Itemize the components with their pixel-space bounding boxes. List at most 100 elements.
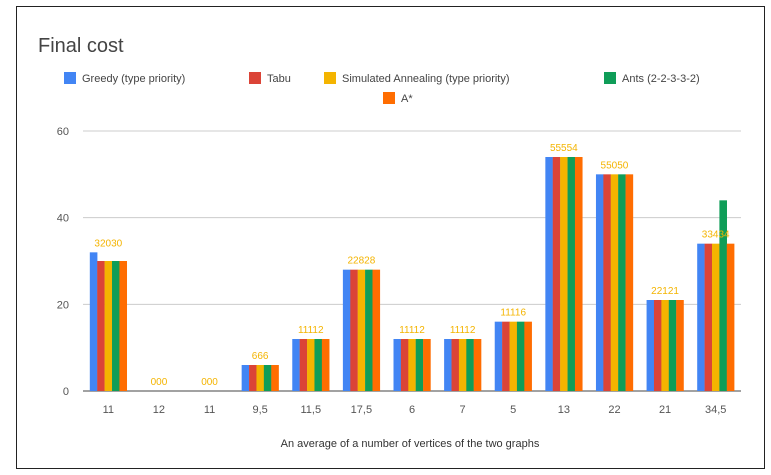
bar — [653, 300, 662, 391]
bar — [545, 157, 553, 391]
legend-swatch — [324, 72, 336, 84]
bars — [89, 157, 735, 391]
bar — [704, 243, 713, 391]
x-axis-label: An average of a number of vertices of th… — [281, 438, 540, 450]
bar — [668, 300, 677, 391]
data-label: 22121 — [651, 286, 679, 297]
x-axis-ticks: 11 12 11 9,5 11,5 17,5 6 7 5 13 22 21 34,5 — [103, 404, 727, 416]
data-label: 000 — [201, 377, 218, 388]
data-label: 33434 — [702, 230, 730, 241]
bar — [726, 243, 735, 391]
data-label: 32030 — [94, 238, 122, 249]
chart-frame: Final cost Greedy (type priority) Tabu Sim… — [16, 6, 765, 469]
y-tick-label: 20 — [57, 299, 69, 311]
y-tick-label: 0 — [63, 386, 69, 398]
bar — [661, 300, 669, 391]
bar — [112, 261, 120, 391]
bar-chart: Final cost Greedy (type priority) Tabu Sim… — [38, 35, 741, 450]
bar — [625, 174, 634, 391]
bar — [560, 157, 568, 391]
data-label: 000 — [151, 377, 168, 388]
bar — [567, 157, 576, 391]
x-tick-label: 22 — [608, 404, 620, 416]
bar — [574, 157, 583, 391]
x-tick-label: 11,5 — [300, 404, 321, 416]
x-tick-label: 9,5 — [253, 404, 268, 416]
bar — [271, 365, 279, 391]
legend-label: Simulated Annealing (type priority) — [342, 73, 510, 85]
x-tick-label: 7 — [460, 404, 466, 416]
x-tick-label: 21 — [659, 404, 671, 416]
bar — [372, 269, 381, 391]
legend-label: Ants (2-2-3-3-2) — [622, 73, 700, 85]
bar — [292, 339, 300, 391]
bar — [307, 339, 315, 391]
bar — [415, 339, 424, 391]
x-tick-label: 13 — [558, 404, 570, 416]
x-tick-label: 5 — [510, 404, 516, 416]
bar — [400, 339, 409, 391]
x-tick-label: 11 — [103, 404, 114, 416]
y-tick-label: 60 — [57, 126, 69, 138]
data-label: 11112 — [298, 325, 324, 336]
bar — [104, 261, 113, 391]
bar — [697, 243, 705, 391]
bar — [494, 321, 503, 391]
bar — [466, 339, 474, 391]
bar — [473, 339, 482, 391]
x-tick-label: 11 — [204, 404, 215, 416]
bar — [256, 365, 265, 391]
bar — [263, 365, 272, 391]
data-label: 666 — [252, 351, 269, 362]
bar — [646, 300, 655, 391]
bar — [89, 252, 98, 391]
x-tick-label: 6 — [409, 404, 415, 416]
bar — [610, 174, 619, 391]
bar — [342, 269, 351, 391]
data-label: 55554 — [550, 143, 578, 154]
legend-swatch — [64, 72, 76, 84]
chart-title: Final cost — [38, 35, 124, 57]
legend-label: Greedy (type priority) — [82, 73, 185, 85]
data-label: 11112 — [399, 325, 425, 336]
data-label: 11116 — [500, 308, 526, 319]
data-label: 55050 — [601, 160, 629, 171]
bar — [408, 339, 416, 391]
bar — [241, 365, 250, 391]
bar — [119, 261, 128, 391]
bar — [618, 174, 626, 391]
legend-swatch — [604, 72, 616, 84]
data-label: 22828 — [347, 256, 375, 267]
bar — [552, 157, 561, 391]
bar — [299, 339, 308, 391]
bar — [719, 200, 727, 391]
bar — [350, 269, 358, 391]
bar — [595, 174, 604, 391]
x-tick-label: 12 — [153, 404, 165, 416]
bar — [603, 174, 611, 391]
legend-label: Tabu — [267, 73, 291, 85]
bar — [711, 243, 720, 391]
bar — [444, 339, 452, 391]
bar — [249, 365, 257, 391]
bar — [357, 269, 366, 391]
bar — [509, 321, 518, 391]
bar — [314, 339, 323, 391]
y-tick-label: 40 — [57, 213, 69, 225]
bar — [524, 321, 532, 391]
bar — [321, 339, 330, 391]
bar — [676, 300, 684, 391]
bar — [451, 339, 460, 391]
legend: Greedy (type priority) Tabu Simulated Anne… — [64, 72, 700, 105]
legend-swatch — [383, 92, 395, 104]
x-tick-label: 17,5 — [351, 404, 372, 416]
data-label: 11112 — [450, 325, 476, 336]
bar — [458, 339, 467, 391]
bar — [502, 321, 510, 391]
bar — [97, 261, 105, 391]
legend-swatch — [249, 72, 261, 84]
legend-label: A* — [401, 93, 413, 105]
x-tick-label: 34,5 — [705, 404, 726, 416]
bar — [393, 339, 402, 391]
bar — [365, 269, 373, 391]
